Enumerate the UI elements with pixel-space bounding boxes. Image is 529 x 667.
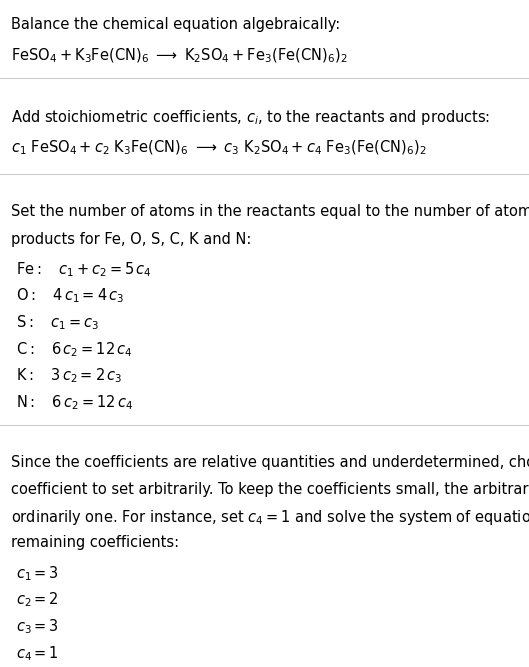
Text: Balance the chemical equation algebraically:: Balance the chemical equation algebraica… [11, 17, 340, 31]
Text: $\mathrm{C:}\quad 6\,c_2 = 12\,c_4$: $\mathrm{C:}\quad 6\,c_2 = 12\,c_4$ [16, 340, 133, 359]
Text: $c_1 = 3$: $c_1 = 3$ [16, 564, 59, 583]
Text: products for Fe, O, S, C, K and N:: products for Fe, O, S, C, K and N: [11, 232, 251, 247]
Text: $\mathrm{S:}\quad c_1 = c_3$: $\mathrm{S:}\quad c_1 = c_3$ [16, 313, 98, 332]
Text: Set the number of atoms in the reactants equal to the number of atoms in the: Set the number of atoms in the reactants… [11, 204, 529, 219]
Text: $c_1\ \mathrm{FeSO_4} + c_2\ \mathrm{K_3Fe(CN)_6} \ \longrightarrow \ c_3\ \math: $c_1\ \mathrm{FeSO_4} + c_2\ \mathrm{K_3… [11, 138, 426, 157]
Text: ordinarily one. For instance, set $c_4 = 1$ and solve the system of equations fo: ordinarily one. For instance, set $c_4 =… [11, 508, 529, 528]
Text: $\mathrm{O:}\quad 4\,c_1 = 4\,c_3$: $\mathrm{O:}\quad 4\,c_1 = 4\,c_3$ [16, 287, 124, 305]
Text: Add stoichiometric coefficients, $c_i$, to the reactants and products:: Add stoichiometric coefficients, $c_i$, … [11, 108, 490, 127]
Text: $\mathrm{N:}\quad 6\,c_2 = 12\,c_4$: $\mathrm{N:}\quad 6\,c_2 = 12\,c_4$ [16, 393, 133, 412]
Text: $c_3 = 3$: $c_3 = 3$ [16, 618, 59, 636]
Text: remaining coefficients:: remaining coefficients: [11, 535, 179, 550]
Text: $\mathrm{FeSO_4 + K_3Fe(CN)_6 \ \longrightarrow \ K_2SO_4 + Fe_3(Fe(CN)_6)_2}$: $\mathrm{FeSO_4 + K_3Fe(CN)_6 \ \longrig… [11, 47, 347, 65]
Text: $c_2 = 2$: $c_2 = 2$ [16, 591, 59, 610]
Text: $c_4 = 1$: $c_4 = 1$ [16, 644, 59, 663]
Text: Since the coefficients are relative quantities and underdetermined, choose a: Since the coefficients are relative quan… [11, 455, 529, 470]
Text: coefficient to set arbitrarily. To keep the coefficients small, the arbitrary va: coefficient to set arbitrarily. To keep … [11, 482, 529, 497]
Text: $\mathrm{K:}\quad 3\,c_2 = 2\,c_3$: $\mathrm{K:}\quad 3\,c_2 = 2\,c_3$ [16, 366, 122, 385]
Text: $\mathrm{Fe:}\quad c_1 + c_2 = 5\,c_4$: $\mathrm{Fe:}\quad c_1 + c_2 = 5\,c_4$ [16, 260, 152, 279]
